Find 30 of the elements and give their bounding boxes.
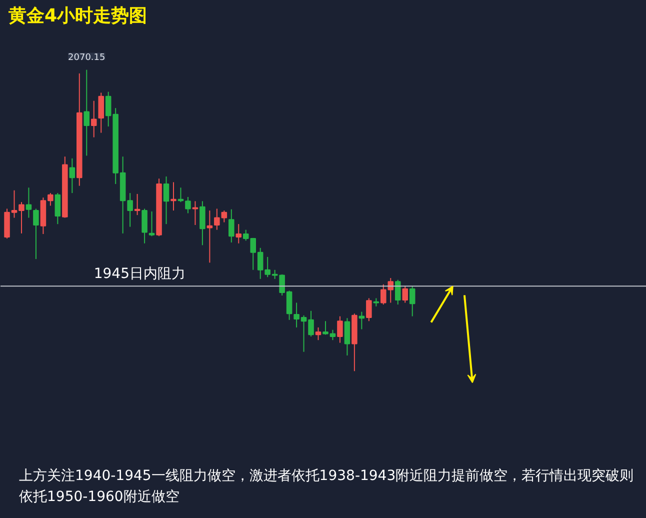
candlestick [366,298,372,322]
candlestick [228,208,234,243]
candlestick [90,100,97,138]
candlestick [84,69,90,156]
candlestick [142,208,148,244]
candlestick [200,200,206,246]
candlestick [26,187,32,218]
annotation: 2070.15 [68,52,106,63]
candlestick [337,316,343,344]
text: 上方关注1940-1945一线阻力做空，激进者依托1938-1943附近阻力提前做空，若行情出现突破则依托1950-1960附近做空 [19,467,635,507]
candlestick [148,210,155,237]
chart-title: 黄金4小时走势图 [8,6,148,26]
candlestick [206,210,213,264]
candlestick [178,187,184,203]
candlestick [134,193,140,216]
ref-line-label: 1945日内阻力 [94,266,186,282]
candlestick [54,192,61,225]
candlestick [185,196,191,214]
candlestick [402,286,408,304]
candlestick [236,224,242,244]
candlestick [170,182,176,212]
candlestick [98,92,104,134]
candlestick [69,158,76,194]
candlestick [33,208,39,260]
candlestick [315,326,322,341]
candlestick [394,279,401,306]
candlestick [358,311,365,330]
candlestick [344,318,350,356]
candlestick [163,176,170,225]
candlestick [409,286,416,317]
